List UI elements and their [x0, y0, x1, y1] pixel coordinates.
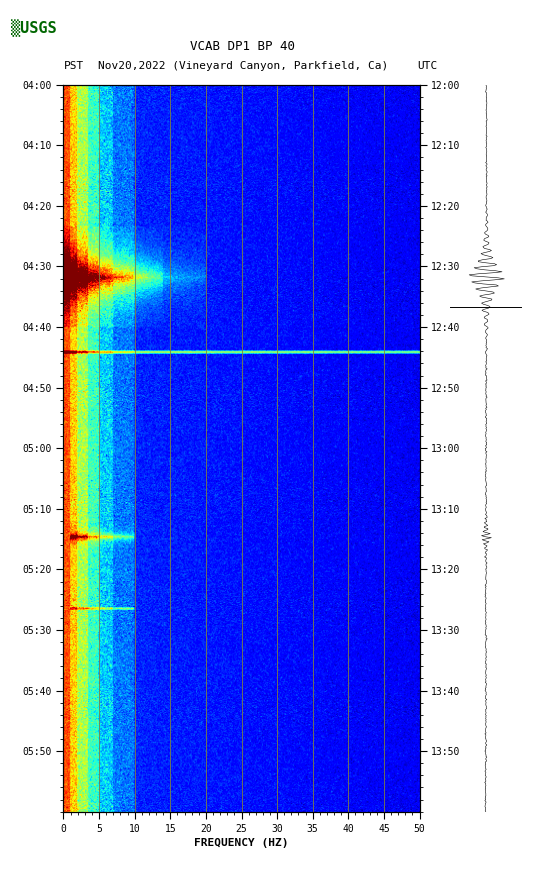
Text: PST: PST: [63, 61, 84, 71]
Text: ▒USGS: ▒USGS: [11, 20, 57, 37]
Text: VCAB DP1 BP 40: VCAB DP1 BP 40: [190, 40, 295, 53]
X-axis label: FREQUENCY (HZ): FREQUENCY (HZ): [194, 838, 289, 847]
Text: Nov20,2022 (Vineyard Canyon, Parkfield, Ca): Nov20,2022 (Vineyard Canyon, Parkfield, …: [98, 61, 388, 71]
Text: UTC: UTC: [417, 61, 437, 71]
